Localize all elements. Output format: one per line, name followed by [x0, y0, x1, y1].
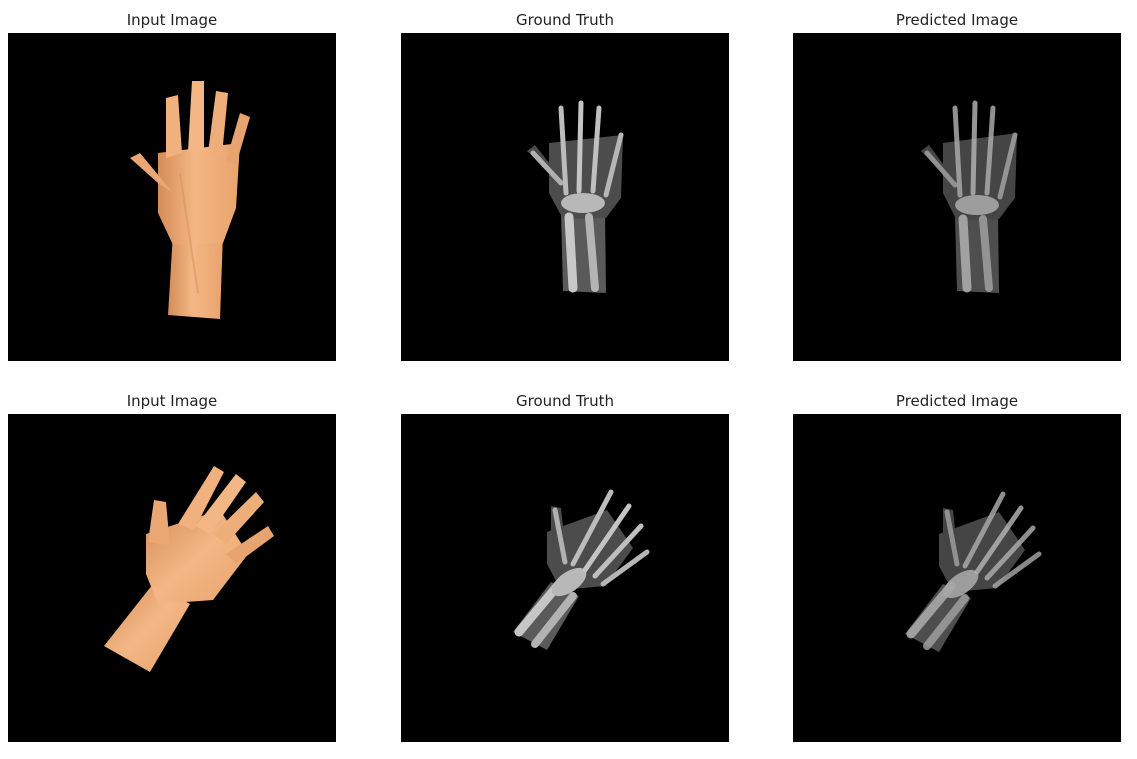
- panel-title: Ground Truth: [516, 392, 614, 410]
- predicted-xray-image: [793, 33, 1121, 361]
- panel-input-2: Input Image: [8, 391, 336, 742]
- panel-input-1: Input Image: [8, 10, 336, 361]
- xray-hand-tilted: [513, 489, 650, 650]
- panel-ground-truth-2: Ground Truth: [401, 391, 729, 742]
- panel-title: Predicted Image: [895, 11, 1019, 29]
- xray-hand-upright-predicted: [921, 100, 1018, 293]
- panel-predicted-1: Predicted Image: [793, 10, 1121, 361]
- panel-title: Input Image: [126, 392, 218, 410]
- panel-title: Ground Truth: [516, 11, 614, 29]
- xray-hand-tilted-predicted: [905, 491, 1042, 652]
- panel-title: Input Image: [126, 11, 218, 29]
- panel-predicted-2: Predicted Image: [793, 391, 1121, 742]
- xray-hand-upright: [527, 100, 624, 293]
- input-hand-image: [8, 33, 336, 361]
- rendered-hand-tilted: [104, 466, 274, 672]
- panel-title: Predicted Image: [895, 392, 1019, 410]
- input-hand-image: [8, 414, 336, 742]
- predicted-xray-image: [793, 414, 1121, 742]
- ground-truth-xray-image: [401, 33, 729, 361]
- ground-truth-xray-image: [401, 414, 729, 742]
- panel-ground-truth-1: Ground Truth: [401, 10, 729, 361]
- rendered-hand-upright: [130, 81, 250, 319]
